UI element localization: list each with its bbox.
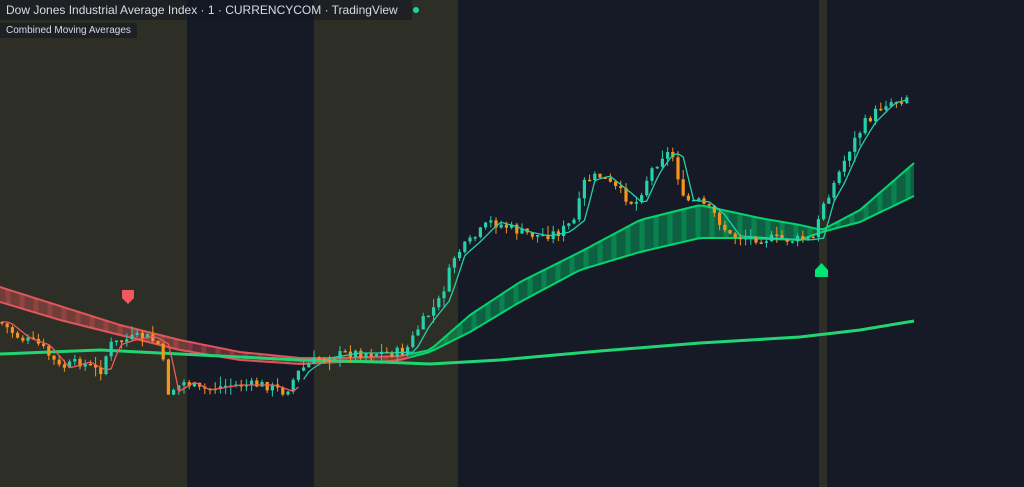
chart-legend: Dow Jones Industrial Average Index · 1 ·… — [0, 0, 419, 38]
session-band — [314, 0, 458, 487]
session-bands — [0, 0, 827, 487]
indicator-label[interactable]: Combined Moving Averages — [0, 23, 137, 38]
fast-moving-average-line — [303, 99, 907, 380]
moving-average-ribbon — [0, 162, 915, 366]
symbol-header[interactable]: Dow Jones Industrial Average Index · 1 ·… — [0, 0, 419, 20]
slow-moving-average-line — [0, 319, 915, 366]
buy-signal-arrow-icon[interactable] — [815, 263, 828, 277]
sell-signal-arrow-icon[interactable] — [122, 290, 134, 304]
fast-moving-average-line-bearish — [2, 321, 299, 393]
symbol-title: Dow Jones Industrial Average Index · 1 ·… — [6, 3, 398, 17]
session-band — [0, 0, 187, 487]
session-band — [819, 0, 827, 487]
